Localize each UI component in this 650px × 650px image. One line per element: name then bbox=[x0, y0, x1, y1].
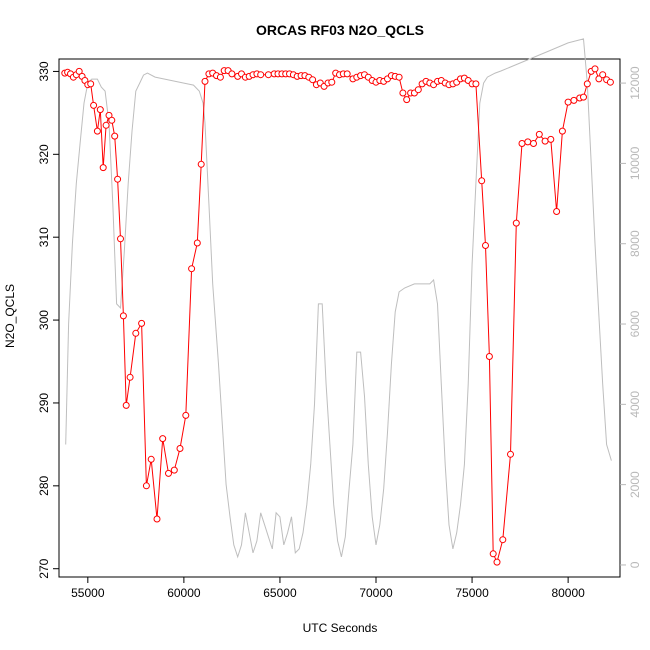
y-tick-label: 330 bbox=[37, 61, 51, 81]
n2o-point bbox=[518, 140, 526, 147]
y-tick-label: 320 bbox=[37, 144, 51, 164]
n2o-point bbox=[553, 208, 561, 215]
n2o-point bbox=[126, 373, 134, 381]
n2o-point bbox=[493, 558, 501, 566]
n2o-point bbox=[188, 265, 196, 273]
n2o-point bbox=[343, 70, 351, 78]
n2o-point bbox=[547, 135, 555, 143]
n2o-point bbox=[114, 175, 122, 183]
n2o-point bbox=[99, 164, 107, 172]
y-tick-label: 290 bbox=[37, 393, 51, 413]
n2o-point bbox=[201, 77, 209, 85]
n2o-point bbox=[395, 73, 403, 81]
x-tick-label: 70000 bbox=[359, 586, 393, 600]
n2o-point bbox=[257, 71, 265, 79]
n2o-point bbox=[138, 319, 146, 327]
n2o-point bbox=[132, 329, 140, 337]
y2-tick-label: 12000 bbox=[628, 66, 642, 100]
n2o-point bbox=[87, 80, 95, 88]
n2o-point bbox=[75, 67, 83, 75]
plot-frame bbox=[58, 58, 621, 578]
n2o-point bbox=[142, 482, 150, 490]
n2o-point bbox=[599, 71, 607, 79]
n2o-point bbox=[122, 401, 130, 409]
n2o-point bbox=[485, 353, 493, 360]
n2o-point bbox=[583, 80, 591, 88]
n2o-point bbox=[193, 239, 201, 247]
n2o-point bbox=[328, 78, 336, 86]
n2o-point bbox=[197, 160, 205, 168]
series-altitude bbox=[65, 38, 612, 559]
chart-title: ORCAS RF03 N2O_QCLS bbox=[256, 22, 424, 38]
n2o-point bbox=[182, 411, 190, 419]
x-tick-label: 65000 bbox=[263, 586, 297, 600]
y-tick-label: 270 bbox=[37, 558, 51, 578]
n2o-point bbox=[228, 70, 236, 78]
n2o-point bbox=[159, 435, 167, 443]
y-axis-left: 270 280 290 300 310 320 330 bbox=[37, 61, 59, 579]
y2-tick-label: 10000 bbox=[628, 146, 642, 180]
n2o-point bbox=[414, 86, 422, 94]
y-axis-label: N2O_QCLS bbox=[3, 284, 17, 348]
y-tick-label: 300 bbox=[37, 310, 51, 330]
n2o-point bbox=[102, 121, 110, 129]
n2o-point bbox=[564, 98, 572, 106]
n2o-point bbox=[90, 101, 98, 109]
n2o-point bbox=[524, 138, 532, 146]
n2o-point bbox=[399, 89, 407, 97]
y2-tick-label: 2000 bbox=[628, 471, 642, 498]
x-tick-label: 55000 bbox=[71, 586, 105, 600]
n2o-point bbox=[606, 78, 614, 86]
n2o-point bbox=[507, 450, 514, 458]
n2o-point bbox=[108, 116, 116, 124]
n2o-point bbox=[541, 137, 549, 145]
n2o-point bbox=[580, 93, 587, 101]
x-tick-label: 75000 bbox=[455, 586, 489, 600]
n2o-point bbox=[591, 65, 599, 73]
y2-tick-label: 8000 bbox=[628, 230, 642, 257]
n2o-point bbox=[478, 177, 486, 185]
plot-area bbox=[58, 58, 621, 578]
y2-tick-label: 4000 bbox=[628, 391, 642, 418]
n2o-point bbox=[499, 536, 507, 544]
y2-tick-label: 0 bbox=[628, 561, 642, 568]
n2o-point bbox=[153, 515, 161, 523]
n2o-point bbox=[482, 242, 489, 249]
n2o-point bbox=[165, 469, 172, 477]
n2o-point bbox=[558, 127, 566, 135]
altitude-line bbox=[65, 38, 612, 559]
x-tick-label: 80000 bbox=[551, 586, 585, 600]
n2o-point bbox=[119, 312, 127, 320]
n2o-point bbox=[264, 71, 272, 79]
x-axis-label: UTC Seconds bbox=[303, 621, 378, 635]
n2o-point bbox=[216, 73, 224, 81]
n2o-point bbox=[93, 127, 101, 135]
n2o-point bbox=[147, 455, 155, 463]
x-axis: 55000 60000 65000 70000 75000 80000 bbox=[71, 577, 585, 600]
n2o-point bbox=[530, 140, 537, 147]
n2o-point bbox=[117, 235, 124, 243]
n2o-point bbox=[96, 106, 104, 114]
n2o-point bbox=[535, 130, 543, 138]
series-n2o bbox=[61, 65, 614, 566]
n2o-point bbox=[472, 80, 480, 88]
n2o-point bbox=[176, 445, 184, 452]
y-tick-label: 310 bbox=[37, 227, 51, 247]
n2o-point bbox=[111, 132, 119, 140]
n2o-point bbox=[309, 76, 317, 84]
n2o-point bbox=[170, 466, 178, 474]
y-axis-right: 0 2000 4000 6000 8000 10000 12000 bbox=[620, 66, 642, 568]
n2o-point bbox=[403, 96, 411, 104]
y-tick-label: 280 bbox=[37, 475, 51, 495]
n2o-point bbox=[570, 96, 578, 104]
y2-tick-label: 6000 bbox=[628, 310, 642, 337]
n2o-point bbox=[595, 75, 603, 83]
n2o-point bbox=[512, 219, 520, 227]
n2o-point bbox=[489, 550, 497, 558]
x-tick-label: 60000 bbox=[167, 586, 201, 600]
